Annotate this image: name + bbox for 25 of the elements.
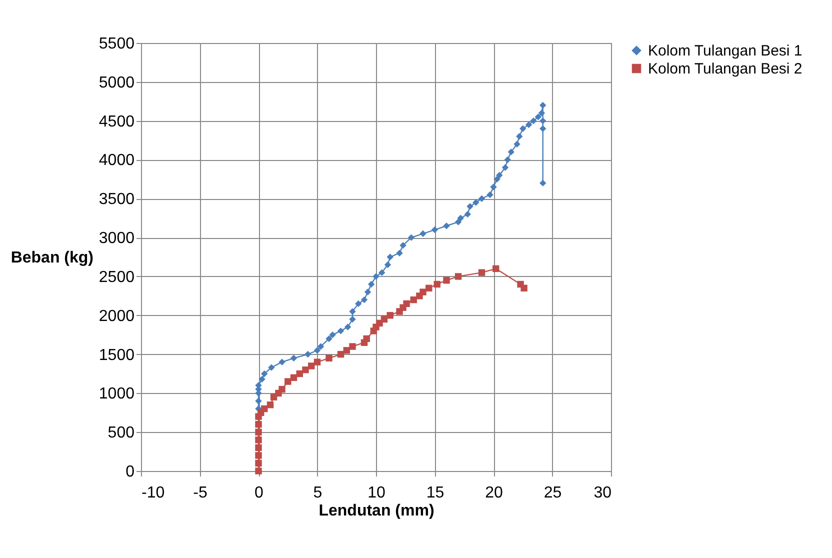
y-tick-label: 3000 xyxy=(98,230,135,248)
x-tick-label: 20 xyxy=(485,484,503,502)
y-tick-label: 4500 xyxy=(98,113,135,130)
y-tick-label: 2500 xyxy=(98,268,135,286)
y-tick-label: 1000 xyxy=(98,386,135,403)
x-tick-label: 0 xyxy=(254,484,264,502)
y-tick-label: 0 xyxy=(126,464,135,480)
y-tick-label: 3500 xyxy=(98,191,135,208)
y-tick-label: 1500 xyxy=(98,346,135,364)
x-tick-label: -5 xyxy=(193,484,208,502)
x-tick-label: 10 xyxy=(368,484,386,502)
x-tick-label: 15 xyxy=(426,484,444,502)
y-tick-label: 500 xyxy=(108,424,135,442)
y-tick-label: 2000 xyxy=(98,308,135,325)
x-axis-title: Lendutan (mm) xyxy=(318,502,434,520)
legend-label: Kolom Tulangan Besi 2 xyxy=(648,60,802,78)
y-axis-title: Beban (kg) xyxy=(10,250,94,266)
y-tick-label: 5000 xyxy=(98,74,135,92)
y-tick-label: 4000 xyxy=(98,152,135,170)
x-tick-label: 25 xyxy=(544,484,562,502)
x-tick-label: -10 xyxy=(142,484,165,502)
legend-label: Kolom Tulangan Besi 1 xyxy=(648,42,802,60)
x-tick-label: 5 xyxy=(313,484,322,502)
x-tick-label: 30 xyxy=(594,484,612,502)
y-tick-label: 5500 xyxy=(98,36,135,52)
